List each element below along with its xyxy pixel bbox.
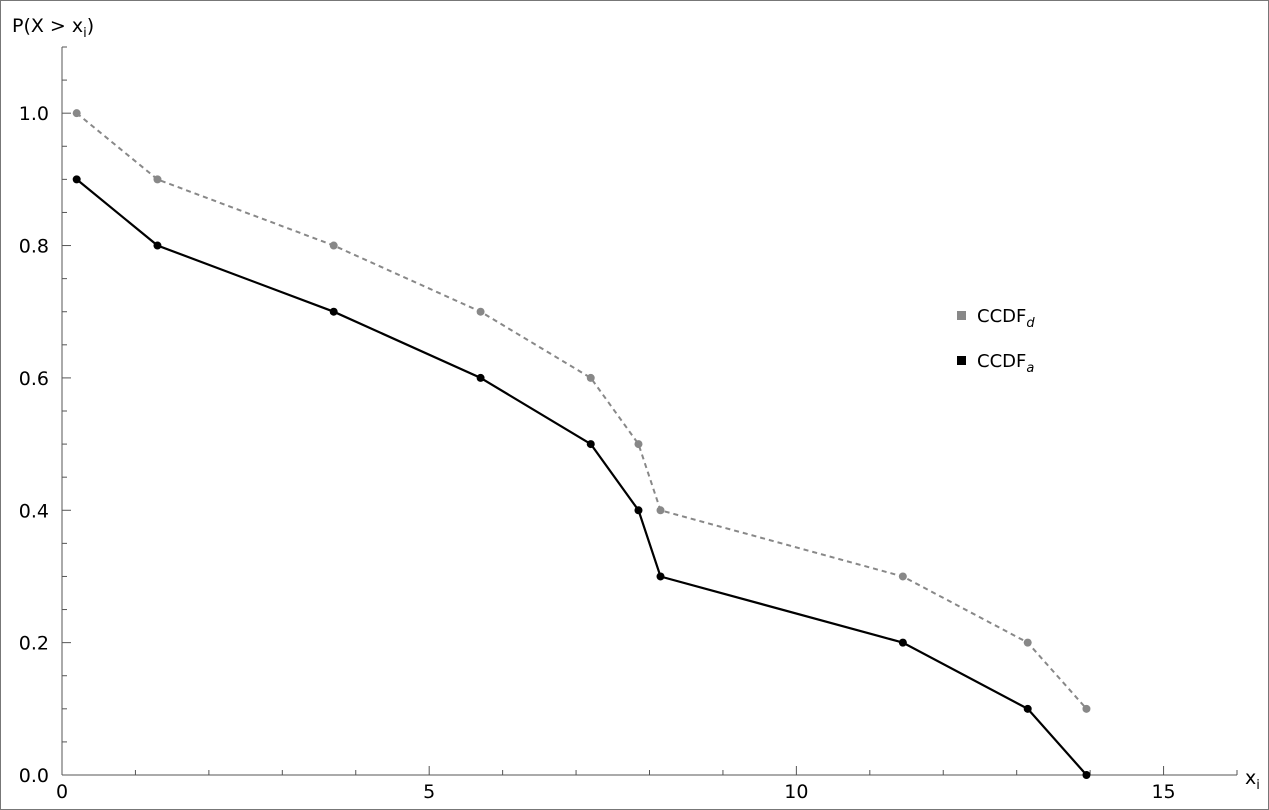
data-point-ccdf-a <box>329 307 338 316</box>
data-point-ccdf-d <box>1023 638 1032 647</box>
data-point-ccdf-a <box>72 175 81 184</box>
data-point-ccdf-d <box>656 506 665 515</box>
y-tick-label: 0.6 <box>19 368 49 390</box>
data-point-ccdf-a <box>656 572 665 581</box>
data-point-ccdf-d <box>898 572 907 581</box>
legend-swatch-ccdf-a <box>957 356 966 365</box>
data-point-ccdf-a <box>898 638 907 647</box>
x-axis-ticks: 0 5 10 15 <box>56 766 1238 803</box>
x-axis-title: xi <box>1245 767 1260 793</box>
x-tick-label: 5 <box>423 781 435 803</box>
series-ccdf-d <box>72 109 1091 713</box>
data-point-ccdf-a <box>1082 771 1091 779</box>
x-tick-label: 15 <box>1151 781 1175 803</box>
y-tick-label: 0.8 <box>19 236 49 258</box>
legend-swatch-ccdf-d <box>957 311 966 320</box>
data-point-ccdf-a <box>1023 704 1032 713</box>
data-point-ccdf-d <box>586 373 595 382</box>
x-tick-label: 0 <box>56 781 68 803</box>
data-point-ccdf-a <box>476 373 485 382</box>
data-point-ccdf-d <box>72 109 81 118</box>
x-tick-label: 10 <box>784 781 808 803</box>
legend-item-ccdf-a: CCDFa <box>957 351 1034 376</box>
legend-label-ccdf-d: CCDFd <box>977 306 1035 331</box>
series-layer <box>72 109 1091 779</box>
data-point-ccdf-d <box>634 440 643 449</box>
data-point-ccdf-a <box>153 241 162 250</box>
y-axis-title: P(X > xi) <box>12 15 94 41</box>
series-ccdf-a <box>72 175 1091 779</box>
legend-label-ccdf-a: CCDFa <box>977 351 1034 376</box>
legend-item-ccdf-d: CCDFd <box>957 306 1035 331</box>
data-point-ccdf-d <box>153 175 162 184</box>
data-point-ccdf-d <box>476 307 485 316</box>
data-point-ccdf-d <box>1082 704 1091 713</box>
y-tick-label: 0.2 <box>19 633 49 655</box>
y-tick-label: 1.0 <box>19 103 49 125</box>
data-point-ccdf-a <box>634 506 643 515</box>
data-point-ccdf-d <box>329 241 338 250</box>
series-line-ccdf-a <box>76 178 1088 776</box>
series-line-ccdf-d <box>76 112 1088 710</box>
y-tick-label: 0.4 <box>19 500 49 522</box>
legend: CCDFd CCDFa <box>957 306 1035 376</box>
data-point-ccdf-a <box>586 440 595 449</box>
y-axis-ticks: 0.0 0.2 0.4 0.6 0.8 1.0 <box>19 46 71 787</box>
y-tick-label: 0.0 <box>19 765 49 787</box>
